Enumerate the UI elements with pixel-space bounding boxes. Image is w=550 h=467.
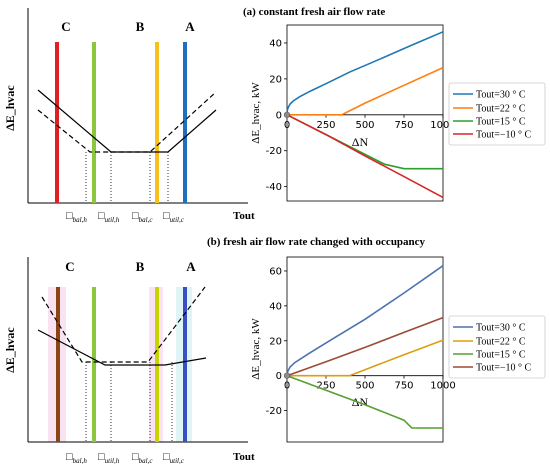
x-tick-label: 250 <box>316 381 335 392</box>
schematic-b-ylabel: ΔE_hvac <box>3 327 17 373</box>
schematic-a-ylabel: ΔE_hvac <box>3 85 17 131</box>
series-line-tout-minus-10-c <box>286 114 444 199</box>
chart-b-plot: -20 0 20 40 60 0 250 500 750 1000 <box>266 265 456 429</box>
series-line-tout-22-c <box>287 66 444 116</box>
chart-b-xlabel: ΔN <box>352 395 369 409</box>
chart-a-xlabel: ΔN <box>352 135 369 149</box>
chart-b-frame <box>286 256 444 443</box>
y-tick-label: 40 <box>269 38 282 49</box>
chart-b-axes <box>286 256 444 443</box>
region-a-label: A <box>185 19 195 34</box>
chart-a-legend: Tout=30 ° C Tout=22 ° C Tout=15 ° C Tout… <box>448 82 546 146</box>
y-tick-label: 20 <box>269 74 282 85</box>
y-tick-label: -20 <box>266 406 282 417</box>
region-c-bar <box>56 287 60 442</box>
chart-b-legend: Tout=30 ° C Tout=22 ° C Tout=15 ° C Tout… <box>448 315 546 379</box>
x-tick-label: 500 <box>355 381 374 392</box>
legend-frame <box>448 82 546 146</box>
tick-bal-h: □bal,h <box>66 451 87 465</box>
tick-util-c: □util,c <box>163 451 185 465</box>
green-bar <box>92 287 96 442</box>
legend-label-tout-15: Tout=15 ° C <box>476 117 526 128</box>
schematic-a-xlabel: Tout <box>233 210 255 222</box>
tick-bal-c: □bal,c <box>132 210 153 224</box>
chart-a-frame <box>286 24 444 202</box>
y-tick-label: 20 <box>269 336 282 347</box>
tick-util-h: □util,h <box>98 451 120 465</box>
x-tick-label: 750 <box>394 120 413 131</box>
y-tick-label: -40 <box>266 182 282 193</box>
y-tick-label: 60 <box>269 266 282 277</box>
origin-marker <box>283 372 291 379</box>
schematic-a-ticks: □bal,h □util,h □bal,c □util,c <box>66 210 185 224</box>
chart-a-title: (a) constant fresh air flow rate <box>243 6 385 18</box>
x-tick-label: 1000 <box>430 120 455 131</box>
region-c-bar <box>55 42 59 203</box>
y-tick-label: 40 <box>269 301 282 312</box>
region-c-label: C <box>65 259 74 274</box>
y-tick-label: 0 <box>276 110 282 121</box>
x-tick-label: 250 <box>316 120 335 131</box>
legend-label-tout-minus-10: Tout=−10 ° C <box>476 363 531 374</box>
schematic-a: ΔE_hvac Tout C B A □bal,h □util,h □bal,c… <box>3 8 255 224</box>
x-tick-label: 500 <box>355 120 374 131</box>
schematic-b: ΔE_hvac Tout C B A □bal,h □util,h □bal,c… <box>3 257 255 465</box>
region-b-label: B <box>136 19 145 34</box>
x-tick-label: 750 <box>394 381 413 392</box>
dashed-energy-curve <box>37 91 217 153</box>
guide-lines <box>85 152 169 203</box>
series-line-tout-30-c <box>286 31 444 115</box>
tick-bal-c: □bal,c <box>132 451 153 465</box>
legend-label-tout-15: Tout=15 ° C <box>476 350 526 361</box>
region-c-label: C <box>61 19 70 34</box>
region-a-label: A <box>186 259 196 274</box>
x-tick-label: 0 <box>284 381 290 392</box>
series-line-tout-15-c <box>286 374 443 429</box>
series-line-tout-22-c <box>287 339 444 377</box>
chart-a-ylabel: ΔE_hvac, kW <box>250 82 262 144</box>
legend-label-tout-minus-10: Tout=−10 ° C <box>476 130 531 141</box>
legend-frame <box>448 315 546 379</box>
y-tick-label: 0 <box>276 371 282 382</box>
chart-b-title: (b) fresh air flow rate changed with occ… <box>207 236 426 248</box>
legend-label-tout-22: Tout=22 ° C <box>476 104 526 115</box>
x-tick-label: 1000 <box>430 381 455 392</box>
legend-label-tout-30: Tout=30 ° C <box>476 323 526 334</box>
region-b-bar <box>155 42 159 203</box>
region-b-label: B <box>136 259 145 274</box>
solid-energy-curve <box>37 89 217 153</box>
chart-a-plot: -40 -20 0 20 40 0 250 500 750 1000 <box>266 31 456 199</box>
region-a-bar <box>183 42 187 203</box>
series-line-tout-minus-10-c <box>286 316 444 377</box>
schematic-b-xlabel: Tout <box>233 451 255 463</box>
chart-b-ylabel: ΔE_hvac, kW <box>250 318 262 380</box>
green-bar <box>92 42 96 203</box>
region-a-bar <box>183 287 187 442</box>
chart-a-axes <box>286 24 444 202</box>
tick-util-h: □util,h <box>98 210 120 224</box>
series-line-tout-30-c <box>286 265 444 376</box>
x-tick-label: 0 <box>284 120 290 131</box>
legend-label-tout-30: Tout=30 ° C <box>476 90 526 101</box>
legend-label-tout-22: Tout=22 ° C <box>476 337 526 348</box>
schematic-b-ticks: □bal,h □util,h □bal,c □util,c <box>66 451 185 465</box>
guide-lines <box>85 362 173 442</box>
solid-energy-curve <box>37 329 207 366</box>
origin-marker <box>283 111 291 118</box>
tick-util-c: □util,c <box>163 210 185 224</box>
tick-bal-h: □bal,h <box>66 210 87 224</box>
y-tick-label: -20 <box>266 146 282 157</box>
